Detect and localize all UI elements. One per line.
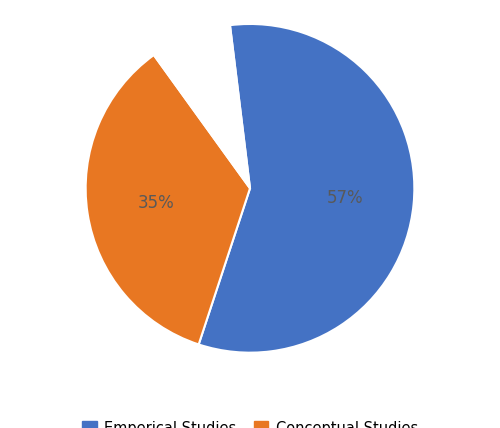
Text: 35%: 35% <box>138 194 174 212</box>
Wedge shape <box>198 24 414 353</box>
Wedge shape <box>86 55 250 345</box>
Text: 57%: 57% <box>326 189 363 207</box>
Legend: Emperical Studies, Conceptual Studies: Emperical Studies, Conceptual Studies <box>78 416 422 428</box>
Wedge shape <box>154 25 250 188</box>
